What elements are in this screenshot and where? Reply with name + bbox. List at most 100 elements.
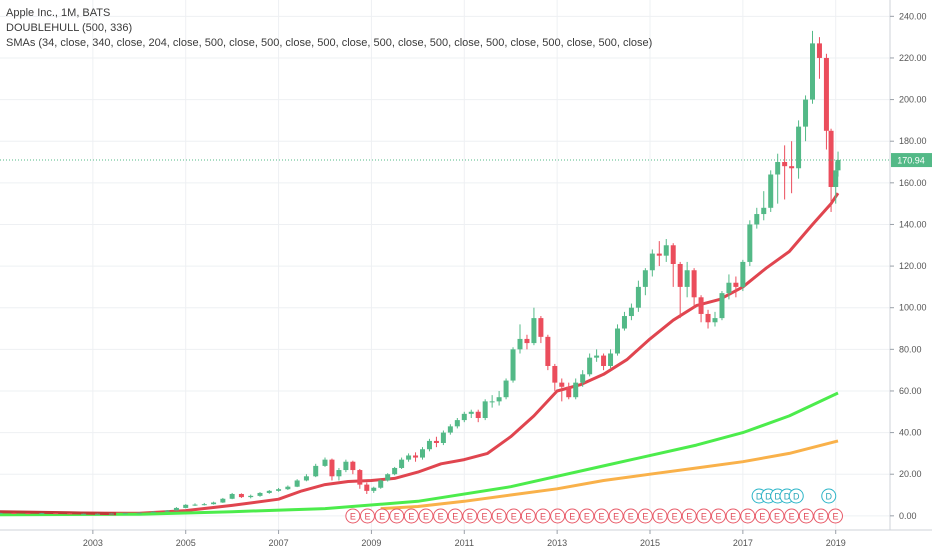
y-tick-label: 120.00 bbox=[899, 261, 927, 271]
indicator-doublehull[interactable]: DOUBLEHULL (500, 336) bbox=[6, 22, 133, 34]
candlesticks bbox=[0, 30, 841, 515]
candle-body bbox=[816, 43, 822, 58]
earnings-marker-label: E bbox=[481, 512, 487, 522]
candle-body bbox=[276, 489, 282, 491]
candle-body bbox=[733, 282, 739, 287]
dividend-marker-label: D bbox=[774, 492, 781, 502]
candle-body bbox=[447, 426, 453, 433]
dividend-marker-label: D bbox=[784, 492, 791, 502]
candle-body bbox=[789, 166, 795, 169]
candle-body bbox=[229, 493, 235, 499]
earnings-marker bbox=[667, 508, 683, 524]
candle-body bbox=[39, 513, 45, 515]
earnings-marker bbox=[491, 508, 507, 524]
candle-body bbox=[343, 461, 349, 471]
last-price-tag: 170.94 bbox=[0, 153, 932, 168]
candle-body bbox=[482, 401, 488, 419]
earnings-marker bbox=[608, 508, 624, 524]
y-tick-label: 240.00 bbox=[899, 11, 927, 21]
candle-body bbox=[440, 432, 446, 443]
candle-body bbox=[761, 207, 767, 215]
candle-body bbox=[294, 480, 300, 487]
candle-body bbox=[164, 510, 170, 512]
candle-body bbox=[835, 159, 841, 171]
candle-body bbox=[642, 270, 648, 287]
candle-body bbox=[552, 365, 558, 383]
earnings-marker bbox=[506, 508, 522, 524]
earnings-marker bbox=[447, 508, 463, 524]
y-tick-label: 160.00 bbox=[899, 178, 927, 188]
dividend-marker bbox=[821, 488, 837, 504]
candle-body bbox=[559, 382, 565, 387]
earnings-marker-label: E bbox=[598, 512, 604, 522]
earnings-marker bbox=[359, 508, 375, 524]
earnings-marker-label: E bbox=[438, 512, 444, 522]
candle-body bbox=[433, 440, 439, 443]
candle-body bbox=[775, 162, 781, 175]
candle-body bbox=[303, 476, 309, 481]
candle-body bbox=[248, 495, 254, 498]
earnings-marker bbox=[769, 508, 785, 524]
candle-body bbox=[122, 513, 128, 515]
earnings-marker bbox=[374, 508, 390, 524]
candle-body bbox=[475, 411, 481, 419]
earnings-marker-label: E bbox=[832, 512, 838, 522]
x-axis: 2003 2005 2007 2009 2011 2013 2015 2017 2019 bbox=[0, 529, 932, 548]
x-tick-label: 2017 bbox=[733, 538, 753, 548]
candle-body bbox=[238, 493, 244, 498]
candle-body bbox=[420, 449, 425, 458]
candle-body bbox=[782, 162, 788, 167]
last-price-badge bbox=[891, 153, 932, 168]
earnings-marker bbox=[696, 508, 712, 524]
candle-body bbox=[150, 511, 156, 513]
candle-body bbox=[608, 353, 614, 366]
y-tick-label: 60.00 bbox=[899, 386, 922, 396]
candle-body bbox=[503, 380, 509, 398]
earnings-marker-label: E bbox=[555, 512, 561, 522]
earnings-marker-label: E bbox=[628, 512, 634, 522]
earnings-marker bbox=[681, 508, 697, 524]
earnings-marker-label: E bbox=[803, 512, 809, 522]
candle-body bbox=[266, 490, 272, 493]
earnings-marker-label: E bbox=[701, 512, 707, 522]
candle-body bbox=[461, 413, 467, 421]
candle-body bbox=[566, 386, 572, 398]
candle-body bbox=[357, 470, 363, 485]
candle-body bbox=[698, 297, 704, 314]
symbol-title[interactable]: Apple Inc., 1M, BATS bbox=[6, 7, 111, 19]
earnings-marker-label: E bbox=[657, 512, 663, 522]
sma-line-204 bbox=[380, 439, 839, 511]
earnings-marker bbox=[623, 508, 639, 524]
candle-body bbox=[740, 261, 746, 287]
earnings-marker bbox=[725, 508, 741, 524]
candle-body bbox=[823, 57, 829, 131]
candle-body bbox=[192, 504, 198, 506]
earnings-marker bbox=[462, 508, 478, 524]
indicator-smas[interactable]: SMAs (34, close, 340, close, 204, close,… bbox=[6, 37, 653, 49]
candle-body bbox=[649, 253, 655, 271]
candle-body bbox=[621, 316, 627, 329]
candle-body bbox=[183, 504, 189, 508]
earnings-marker bbox=[827, 508, 843, 524]
y-tick-label: 180.00 bbox=[899, 136, 927, 146]
earnings-marker-label: E bbox=[408, 512, 414, 522]
x-tick-label: 2003 bbox=[83, 538, 103, 548]
candle-body bbox=[719, 293, 725, 319]
candle-body bbox=[371, 487, 377, 491]
y-tick-label: 140.00 bbox=[899, 219, 927, 229]
candle-body bbox=[336, 470, 342, 477]
candle-body bbox=[545, 336, 551, 366]
candle-body bbox=[712, 318, 718, 323]
candle-body bbox=[489, 401, 495, 403]
candle-body bbox=[0, 512, 3, 514]
sma-line-340 bbox=[0, 391, 839, 517]
event-markers: D D D D D DE E E E E E E E E E E E E E E E E E E E E E E E E E E E E E E E E E bbox=[345, 488, 843, 524]
earnings-marker bbox=[403, 508, 419, 524]
candle-body bbox=[635, 286, 641, 308]
earnings-marker-label: E bbox=[759, 512, 765, 522]
grid bbox=[0, 0, 890, 530]
earnings-marker bbox=[345, 508, 361, 524]
x-tick-label: 2015 bbox=[640, 538, 660, 548]
x-tick-label: 2009 bbox=[361, 538, 381, 548]
